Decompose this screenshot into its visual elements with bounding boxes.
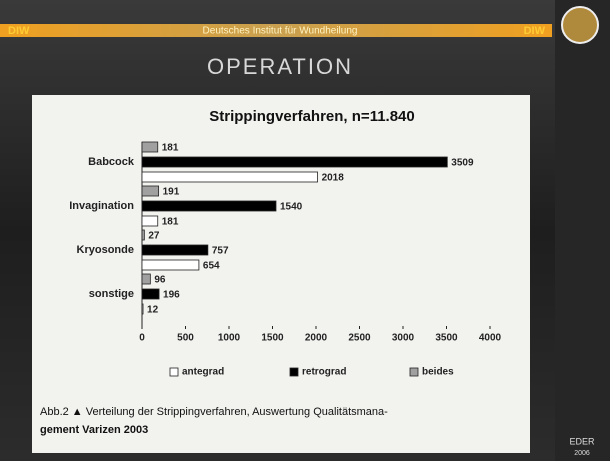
legend-label: retrograd <box>302 367 346 378</box>
author: EDER <box>569 436 595 446</box>
bar <box>142 157 447 167</box>
data-label: 181 <box>162 217 179 228</box>
logo <box>562 7 598 43</box>
bar <box>142 274 150 284</box>
x-tick-label: 1500 <box>261 333 284 344</box>
data-label: 654 <box>203 261 220 272</box>
slide: DIW Deutsches Institut für Wundheilung D… <box>0 0 610 461</box>
bar <box>142 201 276 211</box>
category-label: sonstige <box>89 288 134 300</box>
bar <box>142 260 199 270</box>
data-label: 181 <box>162 143 179 154</box>
photo-panel <box>32 95 530 453</box>
bar <box>142 172 318 182</box>
legend-swatch <box>410 368 418 376</box>
x-tick-label: 2500 <box>348 333 371 344</box>
x-tick-label: 0 <box>139 333 145 344</box>
data-label: 96 <box>154 275 166 286</box>
bar <box>142 186 159 196</box>
x-tick-label: 500 <box>177 333 194 344</box>
data-label: 27 <box>148 231 160 242</box>
bar <box>142 216 158 226</box>
x-tick-label: 1000 <box>218 333 241 344</box>
category-label: Kryosonde <box>77 244 134 256</box>
legend-swatch <box>170 368 178 376</box>
bar <box>142 304 143 314</box>
legend-label: beides <box>422 367 454 378</box>
data-label: 757 <box>212 246 229 257</box>
data-label: 3509 <box>451 158 474 169</box>
bar <box>142 230 144 240</box>
data-label: 196 <box>163 290 180 301</box>
legend-label: antegrad <box>182 367 224 378</box>
year: 2006 <box>574 450 590 457</box>
side-panel <box>555 0 610 461</box>
data-label: 2018 <box>322 173 345 184</box>
data-label: 12 <box>147 305 159 316</box>
bar <box>142 289 159 299</box>
slide-title: OPERATION <box>207 54 353 79</box>
header-center: Deutsches Institut für Wundheilung <box>203 26 358 37</box>
data-label: 191 <box>163 187 180 198</box>
category-label: Invagination <box>69 200 134 212</box>
header-left: DIW <box>8 25 30 37</box>
caption-line: Abb.2 ▲ Verteilung der Strippingverfahre… <box>40 406 388 418</box>
category-label: Babcock <box>88 156 135 168</box>
x-tick-label: 3000 <box>392 333 415 344</box>
x-tick-label: 2000 <box>305 333 328 344</box>
legend-swatch <box>290 368 298 376</box>
data-label: 1540 <box>280 202 303 213</box>
caption-line: gement Varizen 2003 <box>40 424 148 436</box>
header-right: DIW <box>524 25 546 37</box>
x-tick-label: 4000 <box>479 333 502 344</box>
bar <box>142 245 208 255</box>
bar <box>142 142 158 152</box>
x-tick-label: 3500 <box>435 333 458 344</box>
chart-title: Strippingverfahren, n=11.840 <box>209 108 415 125</box>
